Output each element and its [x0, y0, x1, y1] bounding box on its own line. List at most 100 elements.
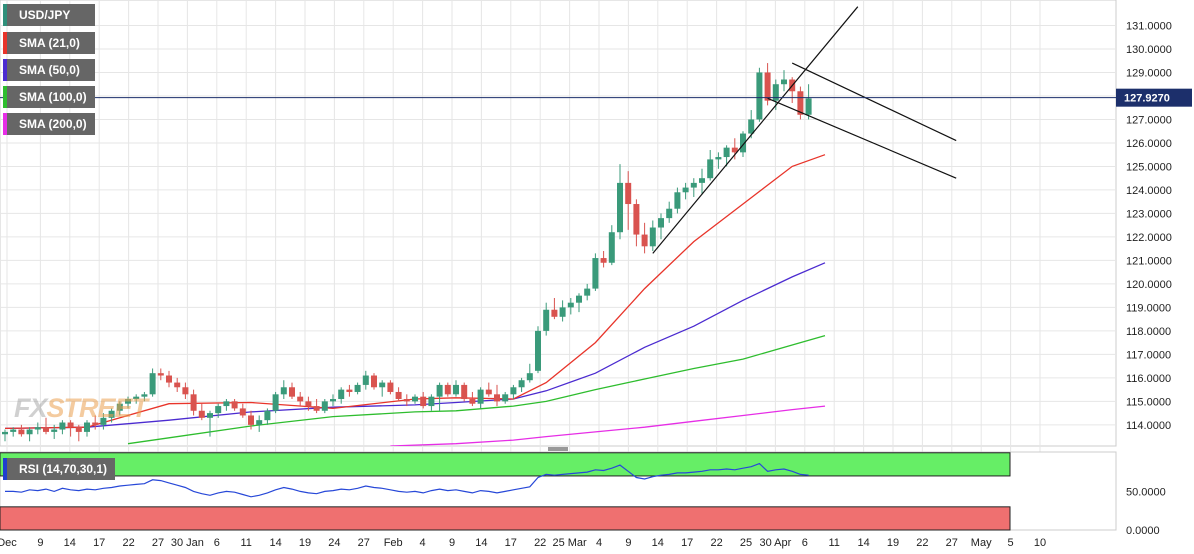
candle-up — [379, 382, 386, 388]
last-price-tag — [1116, 88, 1192, 107]
legend-sma-200[interactable]: SMA (200,0) — [3, 113, 95, 135]
candle-up — [321, 401, 328, 411]
x-tick-label: 24 — [328, 537, 340, 549]
y-tick-label: 114.0000 — [1126, 420, 1171, 432]
legend-sma-100[interactable]: SMA (100,0) — [3, 86, 95, 108]
candle-down — [289, 387, 295, 397]
x-tick-label: 17 — [505, 537, 517, 549]
candle-up — [518, 380, 525, 388]
x-tick-label: 19 — [299, 537, 311, 549]
candle-up — [740, 133, 746, 153]
candle-up — [723, 147, 730, 158]
y-tick-label: 127.0000 — [1126, 114, 1172, 126]
candle-down — [371, 375, 377, 388]
candle-up — [272, 394, 279, 411]
candle-up — [649, 227, 656, 247]
candle-up — [26, 429, 33, 435]
candle-up — [674, 192, 681, 209]
x-tick-label: 11 — [240, 537, 251, 549]
candle-down — [18, 429, 25, 435]
candle-up — [543, 309, 550, 331]
trendline-uptrend — [652, 6, 859, 254]
legend-symbol[interactable]: USD/JPY — [3, 4, 95, 26]
candle-up — [207, 413, 213, 418]
x-tick-label: 22 — [710, 537, 722, 549]
candle-down — [248, 415, 254, 425]
candle-up — [84, 422, 90, 432]
y-tick-label: 120.0000 — [1126, 279, 1172, 291]
candle-down — [92, 422, 99, 425]
rsi-legend[interactable]: RSI (14,70,30,1) — [3, 458, 115, 480]
candle-down — [797, 91, 804, 115]
x-tick-label: Feb — [384, 537, 403, 549]
candle-up — [658, 218, 664, 228]
x-tick-label: 17 — [93, 537, 105, 549]
plot-layer — [2, 6, 957, 446]
candle-up — [526, 373, 533, 381]
candle-down — [641, 234, 648, 247]
x-tick-label: 9 — [625, 537, 631, 549]
candle-up — [436, 384, 443, 397]
x-tick-label: 11 — [828, 537, 839, 549]
candle-up — [330, 399, 336, 402]
x-tick-label: 14 — [475, 537, 487, 549]
trendline-channel-upper — [791, 62, 957, 142]
fxstreet-watermark: FXSTREET — [14, 393, 148, 423]
candle-up — [412, 396, 418, 402]
y-tick-label: 131.0000 — [1126, 20, 1172, 32]
candle-down — [420, 396, 427, 407]
candle-up — [690, 182, 697, 188]
candle-up — [354, 384, 361, 392]
candle-up — [223, 401, 230, 407]
x-tick-label: 10 — [1034, 537, 1046, 549]
y-tick-label: 116.0000 — [1126, 373, 1171, 385]
x-tick-label: 27 — [152, 537, 164, 549]
candle-up — [502, 394, 509, 402]
candle-up — [567, 302, 574, 308]
candle-up — [805, 98, 812, 115]
candle-down — [387, 382, 394, 392]
x-tick-label: 19 — [887, 537, 899, 549]
candle-up — [477, 389, 484, 404]
x-tick-label: 30 Jan — [171, 537, 204, 549]
y-tick-label: 130.0000 — [1126, 44, 1172, 56]
candle-down — [346, 389, 353, 392]
candle-up — [10, 429, 17, 432]
x-tick-label: 14 — [652, 537, 664, 549]
candle-up — [584, 288, 591, 296]
last-price-label: 127.9270 — [1124, 93, 1170, 105]
y-tick-label: 117.0000 — [1126, 349, 1171, 361]
candle-down — [157, 373, 164, 376]
candle-down — [190, 394, 197, 411]
panel-resize-handle — [548, 447, 568, 451]
candle-up — [682, 187, 689, 193]
x-tick-label: 14 — [269, 537, 281, 549]
candle-down — [198, 410, 205, 418]
candle-down — [231, 401, 238, 409]
candle-up — [756, 72, 763, 120]
candle-up — [141, 394, 148, 397]
y-tick-label: 125.0000 — [1126, 161, 1172, 173]
x-tick-label: 14 — [64, 537, 76, 549]
rsi-overbought-band — [0, 452, 1011, 477]
candle-down — [67, 422, 74, 428]
candle-up — [125, 399, 131, 404]
candle-up — [51, 429, 58, 432]
legend-sma-50[interactable]: SMA (50,0) — [3, 59, 95, 81]
candle-up — [2, 431, 8, 435]
candle-up — [362, 375, 369, 385]
candle-down — [297, 396, 304, 402]
x-tick-label: 17 — [681, 537, 693, 549]
price-plot-frame — [0, 0, 1117, 447]
candle-down — [43, 427, 49, 432]
candle-up — [338, 389, 345, 400]
candle-down — [625, 182, 632, 205]
x-tick-label: 22 — [122, 537, 134, 549]
candle-up — [510, 387, 517, 395]
candle-down — [485, 389, 492, 395]
candle-up — [715, 157, 722, 160]
legend-sma-21[interactable]: SMA (21,0) — [3, 32, 95, 54]
candle-up — [707, 159, 714, 179]
candle-up — [34, 427, 41, 430]
candle-up — [772, 84, 779, 101]
